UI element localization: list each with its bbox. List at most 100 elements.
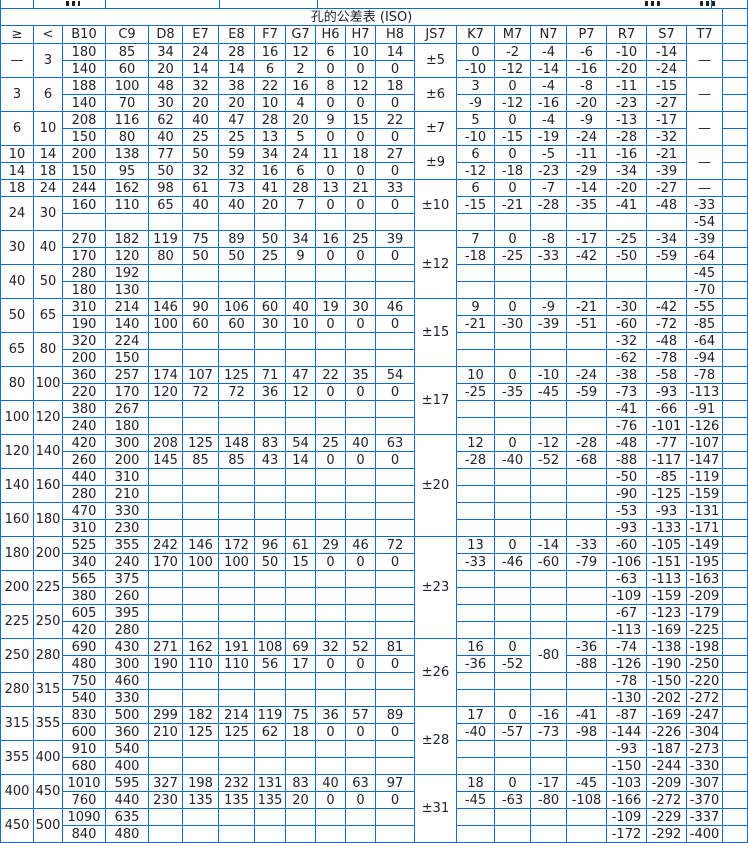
cell: 250 bbox=[33, 604, 63, 639]
table-row: 180 200 525 355 242 146 172 96 61 29 46 72 ±23 13 0 -14… bbox=[0, 536, 748, 639]
empty-cell bbox=[315, 757, 346, 775]
table-row: 50 65 310 214 146 90 106 60 40 19 30 46 ±15 9 0 -9 -21 -3… bbox=[0, 298, 748, 367]
cell: 0 bbox=[375, 655, 415, 673]
empty-cell bbox=[285, 468, 316, 486]
cell: 150 bbox=[62, 162, 106, 180]
cell: 40 bbox=[33, 230, 63, 265]
cell: 48 bbox=[148, 77, 183, 95]
cell: 52 bbox=[345, 638, 376, 656]
empty-cell bbox=[456, 519, 495, 537]
cell: 0 bbox=[315, 94, 346, 112]
cell: -272 bbox=[646, 791, 687, 809]
cell: 80 bbox=[105, 128, 149, 146]
cell: -48 bbox=[606, 434, 647, 452]
table-row: 260 200 145 85 85 43 14 0 0 0 -28 -40 -52 -68 -88 -117-… bbox=[1, 451, 748, 469]
cell: -51 bbox=[566, 315, 607, 333]
cell: 14 bbox=[0, 162, 34, 180]
cell: 330 bbox=[105, 502, 149, 520]
cell: 63 bbox=[375, 434, 415, 452]
table-row: 250 280 690 430 271 162 191 108 69 32 52 81 ±26 16 0 -8… bbox=[0, 638, 748, 707]
cell: -330 bbox=[685, 757, 724, 775]
cell: ±10 bbox=[414, 179, 457, 231]
cell: 0 bbox=[494, 706, 531, 724]
empty-cell bbox=[456, 587, 495, 605]
cell: 480 bbox=[105, 825, 149, 843]
cell: -163 bbox=[685, 570, 724, 588]
cell: 635 bbox=[105, 808, 149, 826]
empty-cell bbox=[182, 825, 219, 843]
empty-cell bbox=[218, 740, 255, 758]
empty-cell bbox=[530, 825, 567, 843]
cell: 280 bbox=[33, 638, 63, 673]
cell: -244 bbox=[646, 757, 687, 775]
cell: -5 bbox=[530, 145, 567, 163]
cell: 0 bbox=[494, 434, 531, 452]
empty-cell bbox=[722, 451, 748, 469]
table-row: 18 24 244 162 98 61 73 41 28 13 21 33 ±10 6 0 -7 -14 -20-… bbox=[0, 179, 748, 231]
table-row: 760 440 230 135 135 135 20 0 0 0 -45 -63 -80 -108 -166… bbox=[1, 791, 748, 809]
cell: 85 bbox=[105, 43, 149, 61]
cell: 0 bbox=[494, 536, 531, 554]
empty-cell bbox=[182, 349, 219, 367]
empty-cell bbox=[722, 485, 748, 503]
empty-cell bbox=[530, 264, 567, 282]
empty-cell bbox=[456, 332, 495, 350]
grid-line bbox=[33, 0, 34, 8]
cell: ±20 bbox=[414, 434, 457, 537]
empty-cell bbox=[530, 604, 567, 622]
empty-cell bbox=[285, 400, 316, 418]
cell: 224 bbox=[105, 332, 149, 350]
cell: 192 bbox=[105, 264, 149, 282]
cell: — bbox=[0, 43, 34, 78]
empty-cell bbox=[722, 383, 748, 401]
empty-cell bbox=[182, 417, 219, 435]
cell: 170 bbox=[105, 383, 149, 401]
empty-cell bbox=[375, 740, 415, 758]
cell: -73 bbox=[606, 383, 647, 401]
cell: -35 bbox=[566, 196, 607, 214]
cell: -54 bbox=[685, 213, 724, 231]
empty-cell bbox=[345, 349, 376, 367]
empty-cell bbox=[530, 281, 567, 299]
cell: 840 bbox=[62, 825, 106, 843]
empty-cell bbox=[722, 60, 748, 78]
cell: 0 bbox=[375, 723, 415, 741]
cell: 10 bbox=[254, 94, 286, 112]
cell: -76 bbox=[606, 417, 647, 435]
empty-cell bbox=[722, 672, 748, 690]
cell: 280 bbox=[105, 621, 149, 639]
cell: 0 bbox=[315, 553, 346, 571]
cell: 395 bbox=[105, 604, 149, 622]
cell: -119 bbox=[685, 468, 724, 486]
cell: 0 bbox=[494, 179, 531, 197]
empty-cell bbox=[315, 621, 346, 639]
cell: -11 bbox=[566, 145, 607, 163]
col-header-g7: G7 bbox=[285, 25, 316, 44]
cell: 29 bbox=[315, 536, 346, 554]
cell: -88 bbox=[566, 655, 607, 673]
cell: 360 bbox=[105, 723, 149, 741]
cell: -87 bbox=[606, 706, 647, 724]
cell: 355 bbox=[105, 536, 149, 554]
cell: 3 bbox=[0, 77, 34, 112]
empty-cell bbox=[148, 519, 183, 537]
table-row: 340 240 170 100 100 50 15 0 0 0 -33 -46 -60 -79 -106 -1… bbox=[1, 553, 748, 571]
cell: 5 bbox=[285, 128, 316, 146]
empty-cell bbox=[494, 400, 531, 418]
cell: 0 bbox=[315, 60, 346, 78]
cell: -12 bbox=[530, 434, 567, 452]
cell: 327 bbox=[148, 774, 183, 792]
empty-cell bbox=[494, 672, 531, 690]
cell: 14 bbox=[375, 43, 415, 61]
cell: 28 bbox=[285, 179, 316, 197]
empty-cell bbox=[530, 332, 567, 350]
empty-cell bbox=[285, 672, 316, 690]
empty-cell bbox=[494, 689, 531, 707]
empty-cell bbox=[218, 519, 255, 537]
cell: -187 bbox=[646, 740, 687, 758]
cell: 85 bbox=[218, 451, 255, 469]
table-row: 280 315 750 460 -78 -150 -220 bbox=[0, 672, 748, 707]
empty-cell bbox=[285, 349, 316, 367]
empty-cell bbox=[345, 281, 376, 299]
empty-cell bbox=[375, 485, 415, 503]
